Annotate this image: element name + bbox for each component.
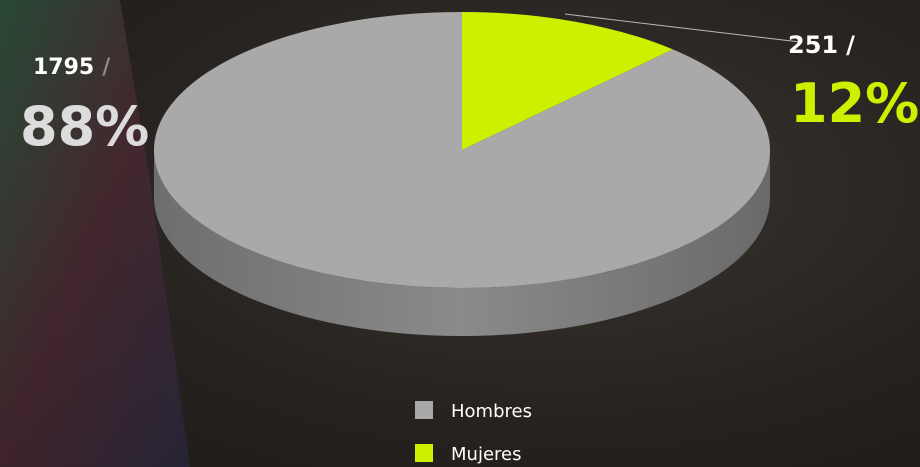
legend-swatch: [415, 444, 433, 462]
pie-side: [154, 150, 770, 336]
leader-line: [564, 13, 801, 43]
background-decoration: [0, 0, 190, 467]
value-label: 88%: [20, 95, 149, 158]
legend-label: Hombres: [451, 401, 532, 422]
count-label: 1795: [33, 55, 94, 80]
count-label: 251: [788, 31, 838, 59]
pie: [154, 12, 771, 336]
pie-slice: [154, 12, 771, 288]
separator: /: [102, 55, 111, 80]
separator: /: [846, 31, 855, 59]
value-label: 12%: [790, 72, 919, 135]
legend-label: Mujeres: [451, 444, 521, 465]
pie-slice: [462, 12, 673, 150]
legend-swatch: [415, 401, 433, 419]
